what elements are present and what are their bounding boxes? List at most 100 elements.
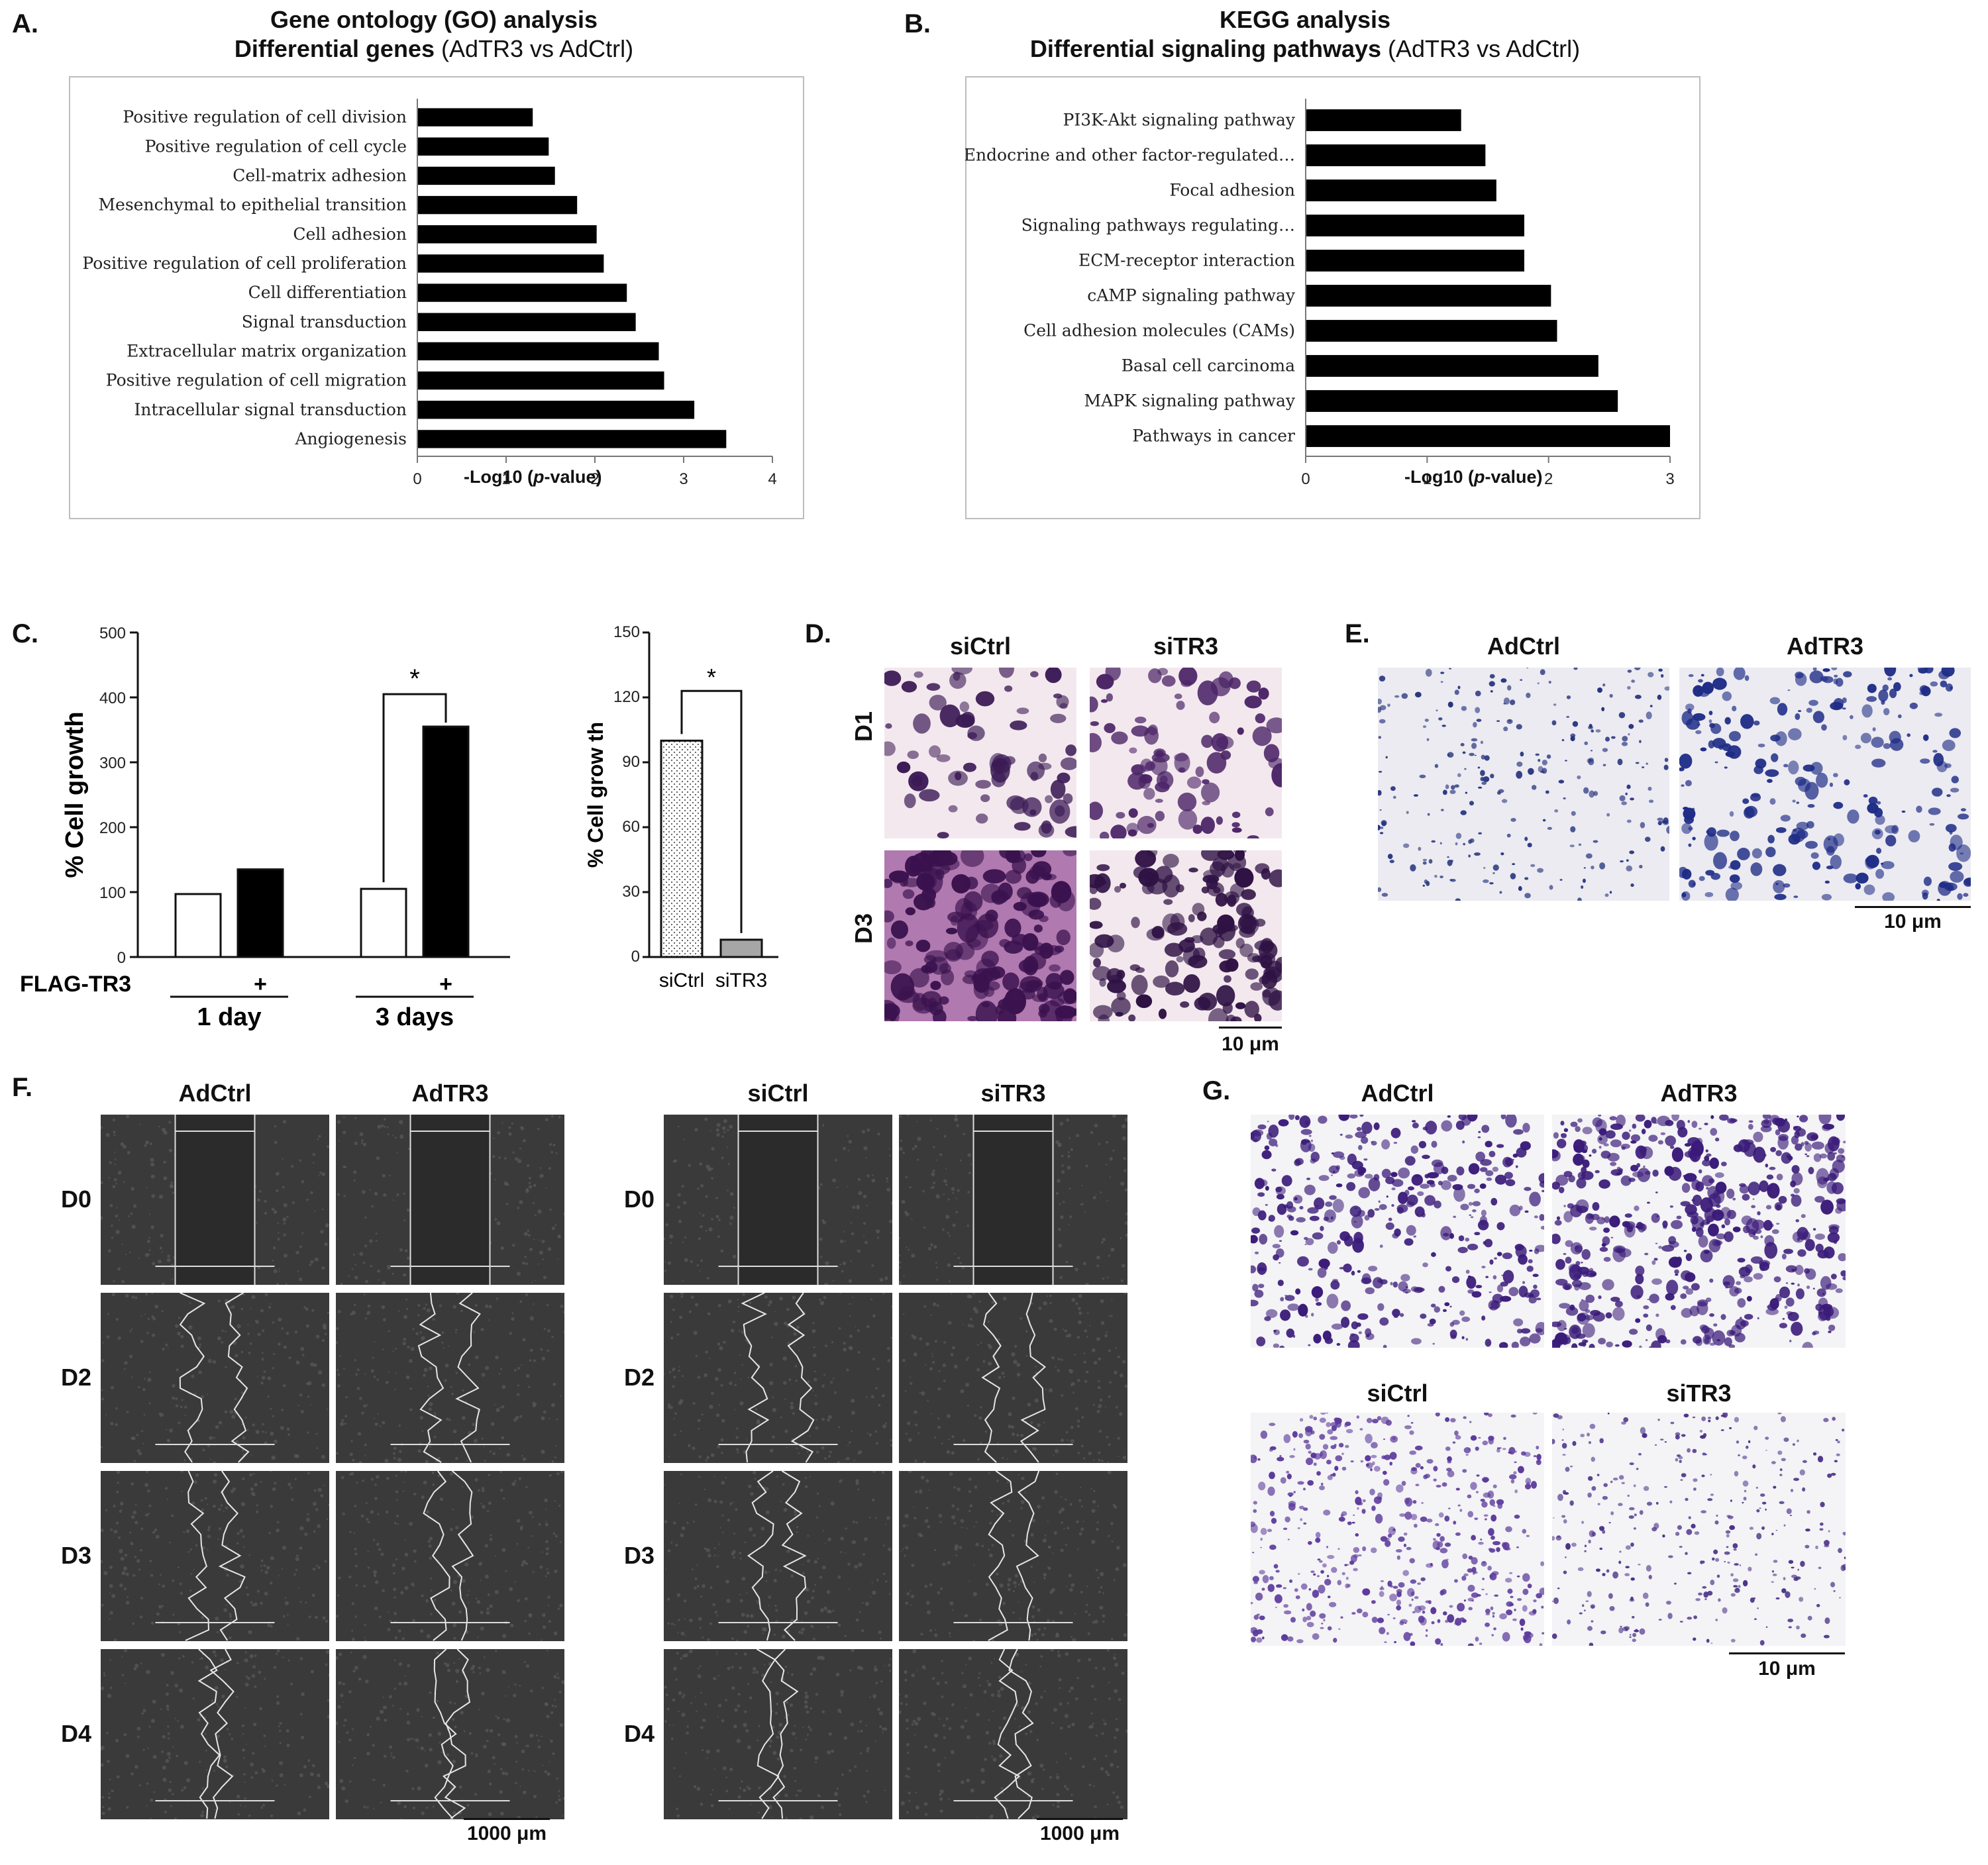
- panel-g-image-AdTR3: [1552, 1115, 1846, 1348]
- category-label-7: Basal cell carcinoma: [1122, 356, 1295, 376]
- wound-image-r0-c2: [664, 1115, 892, 1285]
- panel-f-col-siCtrl: siCtrl: [747, 1080, 809, 1107]
- go-bar-chart: Positive regulation of cell division Posi…: [82, 99, 777, 488]
- bar-9: [1306, 425, 1670, 447]
- bar-1: [719, 938, 763, 958]
- bar-g1-s0: [360, 887, 407, 958]
- panel-f-right-row-D4: D4: [624, 1719, 655, 1747]
- panel-f-left-row-D0: D0: [61, 1185, 92, 1213]
- g2-texture: [1552, 1115, 1846, 1348]
- bar-1: [1306, 144, 1486, 166]
- panel-f-left-scale-bar: [464, 1818, 550, 1820]
- bar-6: [417, 283, 627, 302]
- panel-e-image-AdCtrl: [1378, 668, 1669, 901]
- bar-0: [417, 108, 533, 126]
- g3-texture: [1251, 1413, 1544, 1646]
- panel-f-left-row-D3: D3: [61, 1541, 92, 1569]
- panel-b-xlabel-pre: -Log10 (: [1404, 467, 1474, 487]
- panel-g-col-AdCtrl: AdCtrl: [1361, 1080, 1434, 1107]
- category-label-4: ECM-receptor interaction: [1078, 251, 1295, 270]
- y-tick-label-1: 30: [622, 883, 640, 901]
- x-tick-label-1: 1: [501, 470, 510, 488]
- panel-d-label: D.: [805, 619, 831, 648]
- category-label-0: Positive regulation of cell division: [123, 107, 407, 126]
- wound-image-r2-c1: [336, 1471, 564, 1641]
- panel-a-label: A.: [12, 9, 38, 38]
- y-tick-label-4: 400: [99, 689, 126, 707]
- y-axis-label: % Cell growth: [61, 711, 89, 878]
- panel-b-title: KEGG analysis Differential signaling pat…: [1014, 5, 1596, 64]
- panel-b-xlabel: -Log10 (p-value): [1404, 467, 1543, 487]
- panel-f-right-row-D3: D3: [624, 1541, 655, 1569]
- category-label-8: MAPK signaling pathway: [1084, 391, 1296, 411]
- bar-4: [1306, 250, 1524, 272]
- panel-b-title-text: KEGG analysis: [1219, 6, 1391, 33]
- panel-f-col-siTR3: siTR3: [980, 1080, 1046, 1107]
- panel-f-right-scale-bar: [1037, 1818, 1123, 1820]
- kegg-bar-chart: PI3K-Akt signaling pathway Endocrine and …: [965, 99, 1675, 488]
- bar-g0-s1: [236, 868, 284, 958]
- cell-growth-chart: 0 100 200 300 400 500 % Cell growth +1 day +3 da…: [20, 625, 510, 1031]
- panel-d-image-siTR3-D1: [1090, 668, 1282, 838]
- panel-g-col-siCtrl: siCtrl: [1367, 1380, 1428, 1407]
- panel-e-col-AdTR3: AdTR3: [1787, 632, 1863, 660]
- e2-texture: [1679, 668, 1971, 901]
- panel-a-xlabel-pre: -Log10 (: [464, 467, 533, 487]
- e1-texture: [1378, 668, 1669, 901]
- category-label-3: Signaling pathways regulating…: [1021, 216, 1295, 235]
- bar-5: [1306, 285, 1551, 307]
- wound-image-r1-c3: [899, 1293, 1127, 1463]
- panel-e-label: E.: [1345, 619, 1370, 648]
- y-tick-label-3: 90: [622, 753, 640, 771]
- bar-1: [417, 137, 549, 156]
- panel-g-image-siCtrl: [1251, 1413, 1544, 1646]
- category-label-3: Mesenchymal to epithelial transition: [98, 195, 407, 215]
- panel-d-row-D1: D1: [850, 711, 877, 742]
- d11-texture: [884, 668, 1076, 838]
- y-axis-label: % Cell grow th: [584, 722, 607, 868]
- x-tick-label-2: 2: [590, 470, 599, 488]
- wound-image-r3-c2: [664, 1649, 892, 1819]
- panel-g-scale-bar: [1729, 1652, 1845, 1654]
- category-label-9: Pathways in cancer: [1132, 427, 1295, 446]
- x-tick-label-4: 4: [768, 470, 776, 488]
- panel-b-xlabel-p: p: [1474, 467, 1485, 487]
- panel-f-left-scale-label: 1000 μm: [466, 1823, 547, 1844]
- panel-d-image-siCtrl-D1: [884, 668, 1076, 838]
- bar-9: [417, 371, 664, 390]
- panel-g-image-AdCtrl: [1251, 1115, 1544, 1348]
- panel-f-col-AdTR3: AdTR3: [411, 1080, 489, 1107]
- y-tick-label-2: 60: [622, 818, 640, 836]
- panel-b-xlabel-post: -value): [1485, 467, 1543, 487]
- cell-growth-si-chart: 0 30 60 90 120 150 % Cell grow th siCtrl siTR3 *: [584, 623, 778, 991]
- panel-a-xlabel: -Log10 (p-value): [464, 467, 602, 487]
- bar-5: [417, 254, 604, 273]
- x-tick-label-0: siCtrl: [659, 970, 704, 991]
- plus-sign-1: +: [439, 972, 452, 997]
- y-tick-label-3: 300: [99, 754, 126, 772]
- bar-11: [417, 430, 727, 448]
- panel-b-subtitle-rest: (AdTR3 vs AdCtrl): [1388, 35, 1581, 62]
- d12-texture: [1090, 668, 1282, 838]
- group-label-1: 3 days: [376, 1003, 454, 1031]
- wound-image-r0-c0: [101, 1115, 329, 1285]
- x-tick-label-1: siTR3: [715, 970, 767, 991]
- category-label-2: Cell-matrix adhesion: [233, 166, 407, 185]
- bar-3: [417, 195, 578, 215]
- y-tick-label-1: 100: [99, 884, 126, 902]
- panel-a-subtitle-rest: (AdTR3 vs AdCtrl): [441, 35, 634, 62]
- wound-image-r2-c3: [899, 1471, 1127, 1641]
- panel-f-right-row-D2: D2: [624, 1363, 655, 1391]
- category-label-7: Signal transduction: [242, 312, 407, 331]
- bar-g0-s0: [174, 893, 222, 958]
- y-tick-label-4: 120: [613, 688, 640, 706]
- x-tick-label-3: 3: [679, 470, 688, 488]
- panel-a-xlabel-post: -value): [544, 467, 602, 487]
- panel-f-left-row-D4: D4: [61, 1719, 92, 1747]
- significance-star: *: [707, 664, 716, 691]
- bar-10: [417, 401, 695, 419]
- category-label-4: Cell adhesion: [293, 225, 407, 244]
- y-tick-label-2: 200: [99, 819, 126, 837]
- y-tick-label-0: 0: [117, 949, 126, 967]
- wound-image-r0-c1: [336, 1115, 564, 1285]
